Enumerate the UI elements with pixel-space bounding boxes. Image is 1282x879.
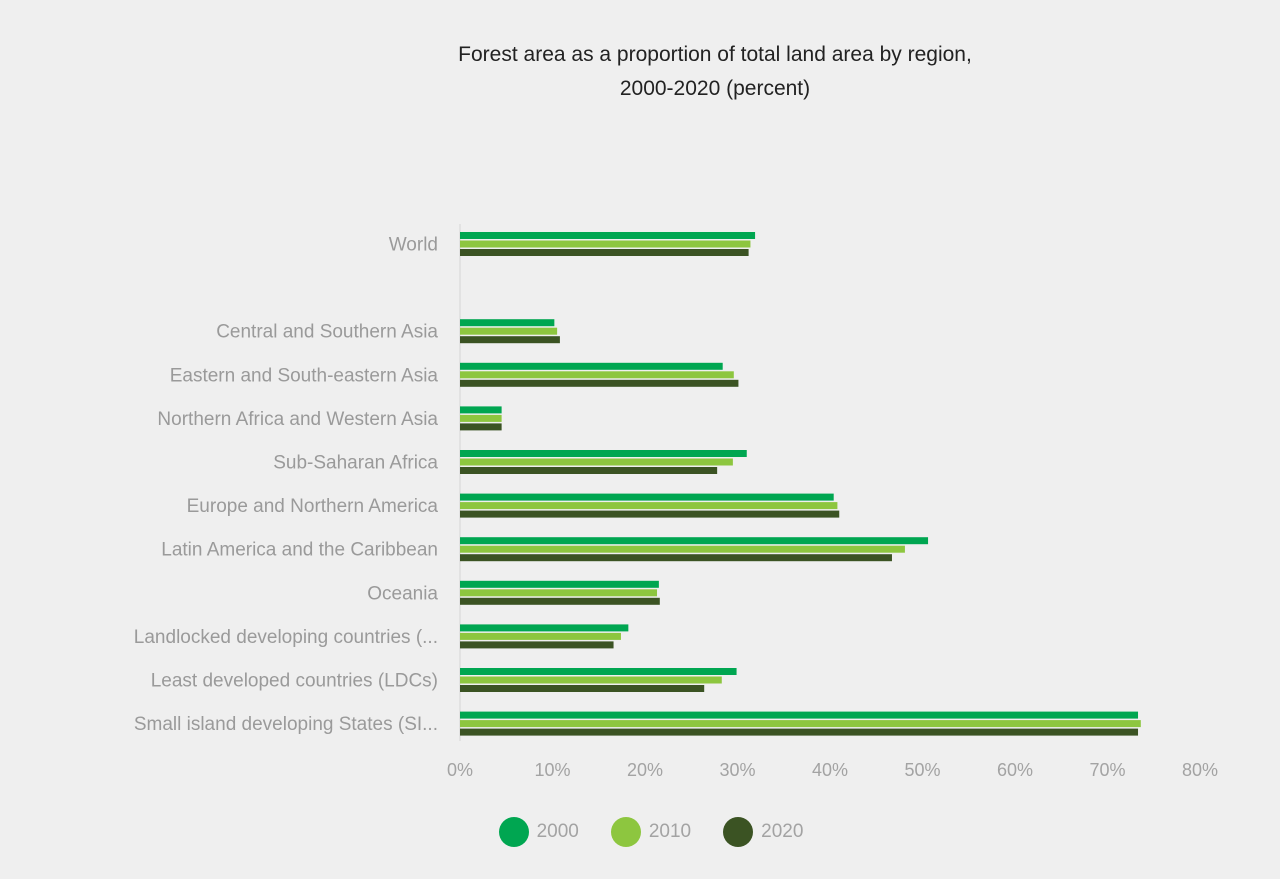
bar-world-2020[interactable] (460, 249, 749, 256)
x-tick-label-80: 80% (1182, 760, 1218, 780)
legend-item-2020[interactable]: 2020 (723, 814, 803, 850)
bar-northern-africa-and-western-asia-2020[interactable] (460, 423, 502, 431)
bar-world-2000[interactable] (460, 232, 756, 239)
legend-label-2020: 2020 (761, 821, 804, 842)
bar-sub-saharan-africa-2000[interactable] (460, 450, 747, 457)
category-label-landlocked-developing-countries: Landlocked developing countries (... (134, 627, 438, 648)
legend-label-2000: 2000 (536, 821, 579, 842)
bar-landlocked-developing-countries-2010[interactable] (460, 632, 621, 640)
category-label-world: World (389, 235, 438, 256)
bar-europe-and-northern-america-2010[interactable] (460, 502, 838, 510)
bar-europe-and-northern-america-2020[interactable] (460, 510, 840, 518)
x-tick-label-10: 10% (534, 760, 570, 780)
category-label-small-island-developing-states-si: Small island developing States (SI... (134, 714, 438, 735)
chart-title: Forest area as a proportion of total lan… (300, 38, 1130, 106)
legend-swatch-2000 (498, 817, 529, 847)
category-label-latin-america-and-the-caribbean: Latin America and the Caribbean (161, 540, 438, 561)
category-label-eastern-and-south-eastern-asia: Eastern and South-eastern Asia (170, 365, 439, 386)
bar-least-developed-countries-ldcs-2020[interactable] (460, 685, 705, 692)
category-label-central-and-southern-asia: Central and Southern Asia (216, 322, 438, 343)
bar-oceania-2010[interactable] (460, 589, 658, 597)
bar-latin-america-and-the-caribbean-2000[interactable] (460, 537, 929, 545)
chart-title-line-1: Forest area as a proportion of total lan… (458, 43, 972, 66)
bar-central-and-southern-asia-2000[interactable] (460, 319, 555, 327)
bar-oceania-2020[interactable] (460, 597, 660, 605)
legend: 2000 2010 2020 (0, 814, 1282, 850)
x-tick-label-70: 70% (1089, 760, 1125, 780)
bar-northern-africa-and-western-asia-2000[interactable] (460, 406, 502, 414)
category-label-sub-saharan-africa: Sub-Saharan Africa (273, 453, 438, 474)
chart-title-line-2: 2000-2020 (percent) (619, 77, 811, 100)
bar-central-and-southern-asia-2020[interactable] (460, 336, 560, 344)
bar-landlocked-developing-countries-2020[interactable] (460, 641, 614, 649)
bar-world-2010[interactable] (460, 240, 751, 248)
bar-small-island-developing-states-si-2000[interactable] (460, 711, 1139, 719)
x-tick-label-0: 0% (447, 760, 473, 780)
category-label-northern-africa-and-western-asia: Northern Africa and Western Asia (157, 409, 438, 430)
legend-swatch-2020 (723, 817, 754, 847)
bar-central-and-southern-asia-2010[interactable] (460, 327, 558, 335)
bar-eastern-and-south-eastern-asia-2020[interactable] (460, 379, 739, 387)
bar-latin-america-and-the-caribbean-2010[interactable] (460, 545, 905, 553)
legend-item-2000[interactable]: 2000 (498, 814, 579, 850)
bar-sub-saharan-africa-2020[interactable] (460, 467, 718, 474)
bar-eastern-and-south-eastern-asia-2010[interactable] (460, 371, 734, 379)
legend-label-2010: 2010 (648, 821, 692, 842)
bar-least-developed-countries-ldcs-2000[interactable] (460, 668, 737, 675)
bar-small-island-developing-states-si-2020[interactable] (460, 728, 1139, 736)
x-tick-label-30: 30% (719, 760, 755, 780)
bar-small-island-developing-states-si-2010[interactable] (460, 720, 1141, 728)
x-tick-label-40: 40% (812, 760, 848, 780)
bar-landlocked-developing-countries-2000[interactable] (460, 624, 629, 632)
x-tick-label-50: 50% (904, 760, 940, 780)
bar-latin-america-and-the-caribbean-2020[interactable] (460, 554, 892, 562)
x-tick-label-20: 20% (627, 760, 663, 780)
bar-northern-africa-and-western-asia-2010[interactable] (460, 414, 502, 422)
category-label-oceania: Oceania (367, 583, 438, 604)
legend-item-2010[interactable]: 2010 (610, 814, 692, 850)
bar-oceania-2000[interactable] (460, 580, 659, 588)
category-label-europe-and-northern-america: Europe and Northern America (187, 496, 439, 517)
bar-least-developed-countries-ldcs-2010[interactable] (460, 676, 722, 684)
category-label-least-developed-countries-ldcs: Least developed countries (LDCs) (151, 671, 438, 692)
x-tick-label-60: 60% (997, 760, 1033, 780)
bar-europe-and-northern-america-2000[interactable] (460, 493, 834, 501)
legend-swatch-2010 (610, 817, 641, 847)
bar-sub-saharan-africa-2010[interactable] (460, 458, 733, 466)
bar-eastern-and-south-eastern-asia-2000[interactable] (460, 362, 723, 370)
